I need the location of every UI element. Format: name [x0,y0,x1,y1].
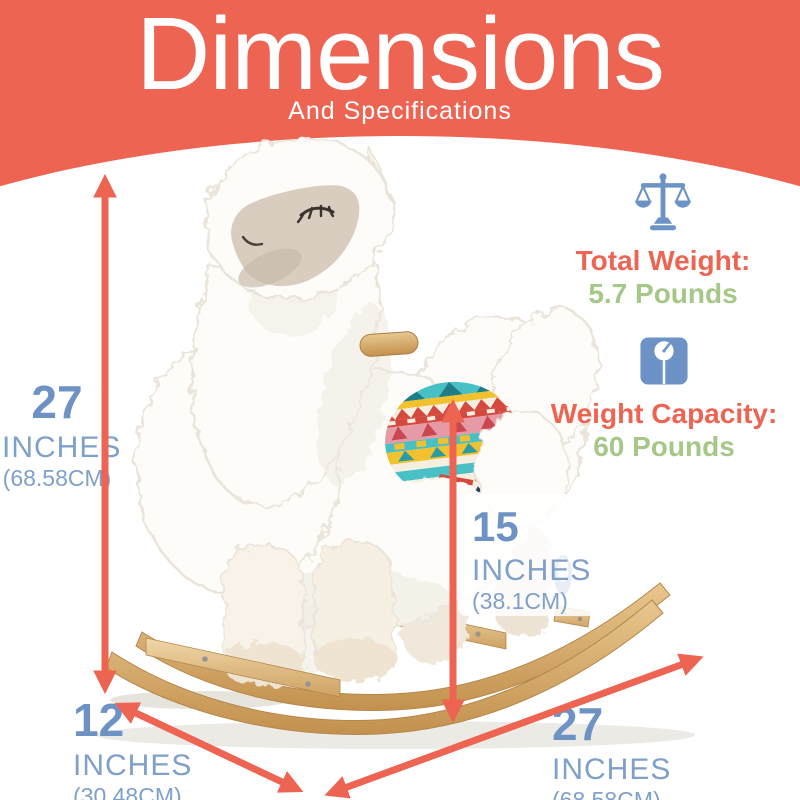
page-subtitle: And Specifications [288,97,512,125]
base-width-dimension-label: 12 INCHES (30.48CM) [73,697,192,800]
weight-scale-icon [640,337,688,385]
length-value: 27 [552,698,604,750]
balance-scale-icon [634,173,692,231]
height-dimension-label: 27 INCHES (68.58CM) [2,376,122,491]
height-unit: INCHES [2,431,122,464]
seat-height-dimension-label: 15 INCHES (38.1CM) [458,494,608,616]
base-width-metric: (30.48CM) [73,783,182,800]
weight-capacity-value: 60 Pounds [593,431,735,463]
total-weight-value: 5.7 Pounds [588,278,738,310]
page-title: Dimensions [135,0,665,111]
height-value: 27 [31,376,83,428]
seat-height-value: 15 [472,503,519,550]
length-dimension-label: 27 INCHES (68.58CM) [552,701,671,800]
length-unit: INCHES [552,753,672,786]
total-weight-spec: Total Weight: 5.7 Pounds [538,171,788,309]
base-width-unit: INCHES [73,749,193,782]
weight-capacity-spec: Weight Capacity: 60 Pounds [528,336,800,462]
base-width-value: 12 [73,694,125,746]
height-metric: (68.58CM) [2,465,112,491]
seat-height-unit: INCHES [472,554,592,587]
length-metric: (68.58CM) [552,787,661,800]
weight-capacity-label: Weight Capacity: [550,398,778,429]
seat-height-metric: (38.1CM) [472,588,568,614]
llama-head [203,135,395,301]
total-weight-label: Total Weight: [575,245,751,276]
wooden-handle [359,331,419,357]
